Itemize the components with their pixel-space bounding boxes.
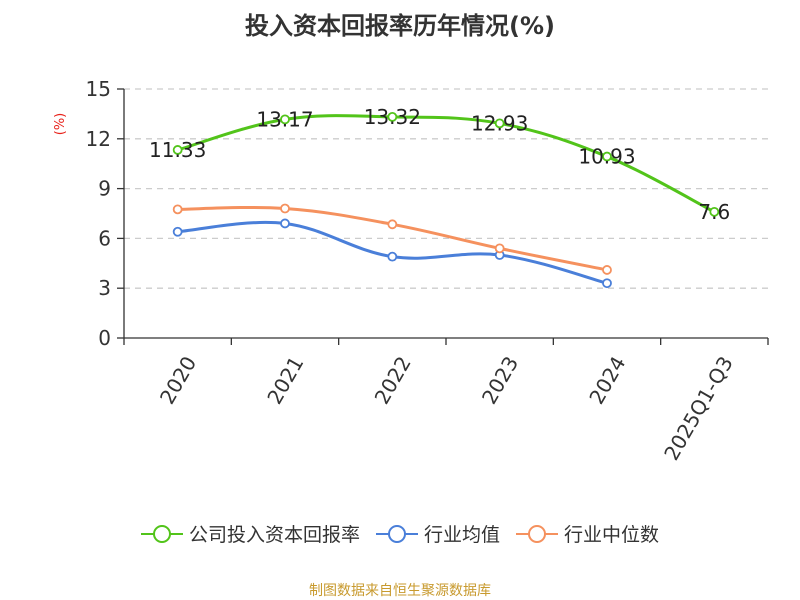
legend-item: 行业中位数 [516,520,659,547]
y-tick-label: 9 [98,177,111,201]
chart-title: 投入资本回报率历年情况(%) [245,12,555,40]
legend-label: 行业均值 [423,524,500,546]
data-label: 13.32 [364,105,421,129]
data-point [280,114,290,125]
data-point [602,151,612,162]
data-point [172,145,183,155]
legend-line-marker-icon [140,524,183,543]
data-point [709,206,720,217]
data-point [172,204,183,215]
legend-item: 公司投入资本回报率 [140,520,360,547]
y-tick-label: 3 [98,276,111,300]
y-tick-label: 6 [98,226,111,250]
legend-item: 行业均值 [375,520,500,547]
legend-line-marker-icon [516,524,558,543]
data-point [280,203,290,214]
x-tick-label: 2022 [370,352,416,408]
data-label: 10.93 [578,145,635,169]
x-tick-label: 2024 [584,352,630,408]
legend-line-marker-icon [375,524,418,543]
legend-label: 公司投入资本回报率 [188,524,360,546]
legend: 公司投入资本回报率 行业均值 行业中位数 [0,520,800,549]
series-line [177,114,716,214]
y-axis-label: (%) [53,113,68,136]
x-tick-label: 2020 [155,352,201,408]
data-label: 13.17 [256,107,313,131]
data-point [494,118,505,129]
x-tick-label: 2025Q1-Q3 [659,352,738,464]
data-point [280,218,290,229]
source-note: 制图数据来自恒生聚源数据库 [309,583,491,599]
legend-label: 行业中位数 [564,524,660,546]
y-tick-label: 12 [86,127,111,151]
data-label: 7.6 [698,200,730,224]
data-point [602,265,612,275]
x-tick-label: 2021 [262,352,308,408]
y-tick-label: 15 [86,77,111,101]
data-point [387,251,398,262]
data-point [387,111,398,122]
data-label: 12.93 [471,111,528,135]
data-point [494,243,505,254]
x-tick-label: 2023 [477,352,523,408]
y-tick-label: 0 [98,326,111,350]
data-point [602,278,612,289]
data-point [172,226,183,237]
data-point [387,219,398,230]
data-label: 11.33 [149,138,206,162]
